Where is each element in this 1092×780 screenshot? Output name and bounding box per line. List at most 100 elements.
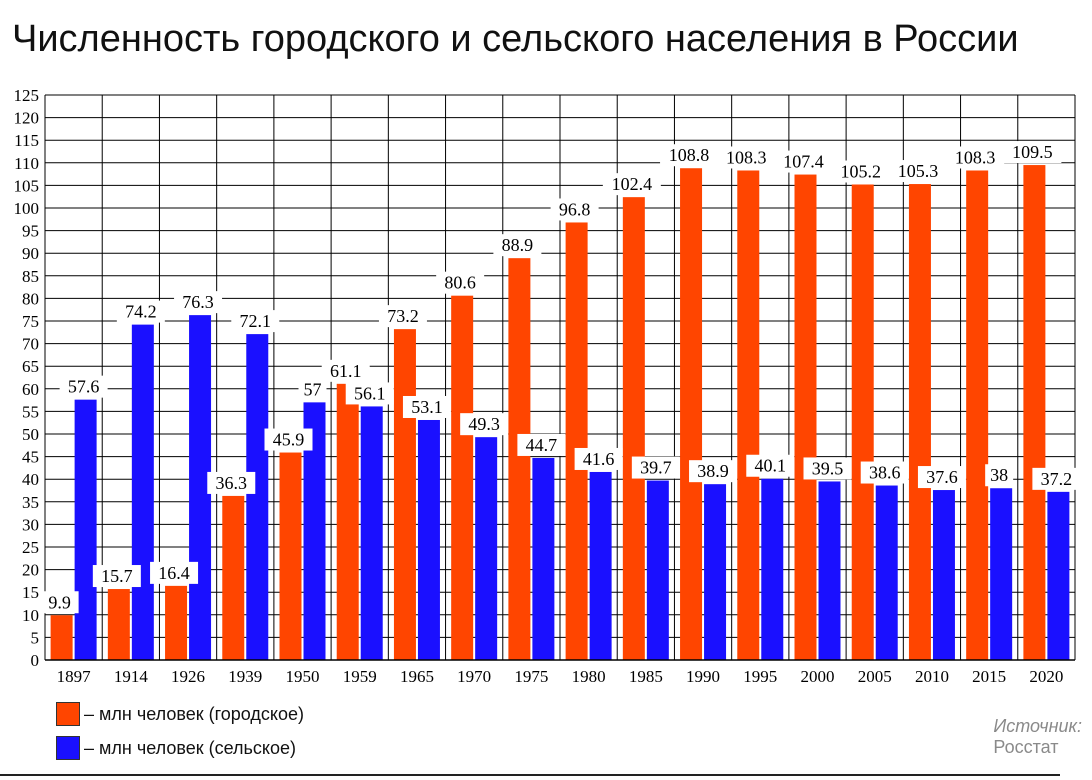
data-label: 40.1 xyxy=(746,454,795,477)
y-tick-label: 80 xyxy=(22,289,39,308)
x-tick-label: 1950 xyxy=(286,667,320,686)
y-tick-label: 125 xyxy=(14,86,40,105)
y-tick-label: 15 xyxy=(22,583,39,602)
y-tick-label: 65 xyxy=(22,357,39,376)
svg-text:80.6: 80.6 xyxy=(444,273,476,293)
data-label: 56.1 xyxy=(345,382,394,405)
svg-text:41.6: 41.6 xyxy=(583,449,615,469)
svg-text:96.8: 96.8 xyxy=(559,199,591,219)
svg-text:73.2: 73.2 xyxy=(387,306,419,326)
y-tick-label: 110 xyxy=(14,154,39,173)
data-label: 73.2 xyxy=(378,305,427,328)
legend-swatch-rural xyxy=(56,736,80,760)
data-label: 53.1 xyxy=(402,395,451,418)
svg-text:9.9: 9.9 xyxy=(48,592,71,612)
data-label: 49.3 xyxy=(460,413,509,436)
bar-urban xyxy=(222,495,245,660)
svg-text:53.1: 53.1 xyxy=(411,397,443,417)
svg-text:38: 38 xyxy=(990,465,1008,485)
bar-rural xyxy=(932,490,955,660)
bar-rural xyxy=(74,399,97,660)
svg-text:38.6: 38.6 xyxy=(869,463,901,483)
svg-text:15.7: 15.7 xyxy=(101,566,133,586)
bar-urban xyxy=(794,174,817,660)
bar-urban xyxy=(966,170,989,660)
x-tick-label: 1970 xyxy=(457,667,491,686)
svg-text:108.3: 108.3 xyxy=(955,147,996,167)
svg-text:45.9: 45.9 xyxy=(273,430,305,450)
bar-rural xyxy=(532,457,555,660)
bar-rural xyxy=(131,324,154,660)
bar-rural xyxy=(818,481,841,660)
bar-urban xyxy=(336,383,359,660)
bar-urban xyxy=(393,329,416,660)
svg-text:36.3: 36.3 xyxy=(216,473,248,493)
bar-urban xyxy=(622,197,645,661)
data-label: 38.9 xyxy=(689,460,738,483)
bottom-divider xyxy=(0,774,1060,776)
bar-urban xyxy=(565,222,588,661)
y-tick-label: 35 xyxy=(22,493,39,512)
data-label: 39.7 xyxy=(631,456,680,479)
data-label: 41.6 xyxy=(574,447,623,470)
y-tick-label: 75 xyxy=(22,312,39,331)
chart-title: Численность городского и сельского насел… xyxy=(12,18,1019,60)
x-tick-label: 1914 xyxy=(114,667,149,686)
data-label: 44.7 xyxy=(517,433,566,456)
bar-urban xyxy=(508,258,531,660)
data-label: 105.2 xyxy=(831,160,890,183)
bar-urban xyxy=(50,615,73,660)
bar-rural xyxy=(761,478,784,660)
svg-text:72.1: 72.1 xyxy=(240,311,272,331)
bar-rural xyxy=(1047,491,1070,660)
y-tick-label: 30 xyxy=(22,515,39,534)
x-tick-label: 2010 xyxy=(915,667,949,686)
legend-item-urban: – млн человек (городское) xyxy=(56,702,304,726)
data-label: 45.9 xyxy=(264,428,313,451)
source-value: Росстат xyxy=(993,737,1059,757)
bar-urban xyxy=(908,184,931,660)
bar-rural xyxy=(475,437,498,660)
y-tick-label: 5 xyxy=(31,628,40,647)
x-tick-label: 1926 xyxy=(171,667,205,686)
y-tick-label: 50 xyxy=(22,425,39,444)
bar-rural xyxy=(875,485,898,660)
svg-text:61.1: 61.1 xyxy=(330,361,362,381)
bar-rural xyxy=(360,406,383,660)
bar-rural xyxy=(246,334,269,660)
data-label: 37.2 xyxy=(1032,467,1081,490)
svg-text:74.2: 74.2 xyxy=(125,302,157,322)
data-label: 108.3 xyxy=(946,146,1005,169)
y-tick-label: 115 xyxy=(14,131,39,150)
x-tick-label: 1939 xyxy=(228,667,262,686)
x-tick-label: 1980 xyxy=(572,667,606,686)
data-label: 105.3 xyxy=(888,160,947,183)
x-tick-label: 1975 xyxy=(514,667,548,686)
x-tick-label: 1959 xyxy=(343,667,377,686)
svg-text:37.2: 37.2 xyxy=(1041,469,1073,489)
bar-urban xyxy=(279,452,302,660)
data-label: 61.1 xyxy=(321,359,370,382)
data-label: 102.4 xyxy=(602,173,661,196)
y-tick-label: 40 xyxy=(22,470,39,489)
bar-rural xyxy=(646,480,669,660)
svg-text:37.6: 37.6 xyxy=(926,467,958,487)
y-tick-label: 85 xyxy=(22,267,39,286)
data-label: 109.5 xyxy=(1003,141,1062,164)
data-label: 80.6 xyxy=(436,271,485,294)
bar-urban xyxy=(680,168,703,660)
legend-item-rural: – млн человек (сельское) xyxy=(56,736,296,760)
y-tick-label: 105 xyxy=(14,176,40,195)
legend-label-urban: – млн человек (городское) xyxy=(84,703,304,724)
source-note: Источник: Росстат xyxy=(993,716,1082,758)
bar-rural xyxy=(589,471,612,660)
data-label: 9.9 xyxy=(40,591,79,614)
y-tick-label: 0 xyxy=(31,651,40,670)
data-label: 88.9 xyxy=(493,234,542,257)
data-label: 37.6 xyxy=(917,466,966,489)
x-tick-label: 1990 xyxy=(686,667,720,686)
source-label: Источник: xyxy=(993,716,1082,736)
y-tick-label: 120 xyxy=(14,109,40,128)
svg-text:102.4: 102.4 xyxy=(612,174,653,194)
data-label: 76.3 xyxy=(174,291,223,314)
